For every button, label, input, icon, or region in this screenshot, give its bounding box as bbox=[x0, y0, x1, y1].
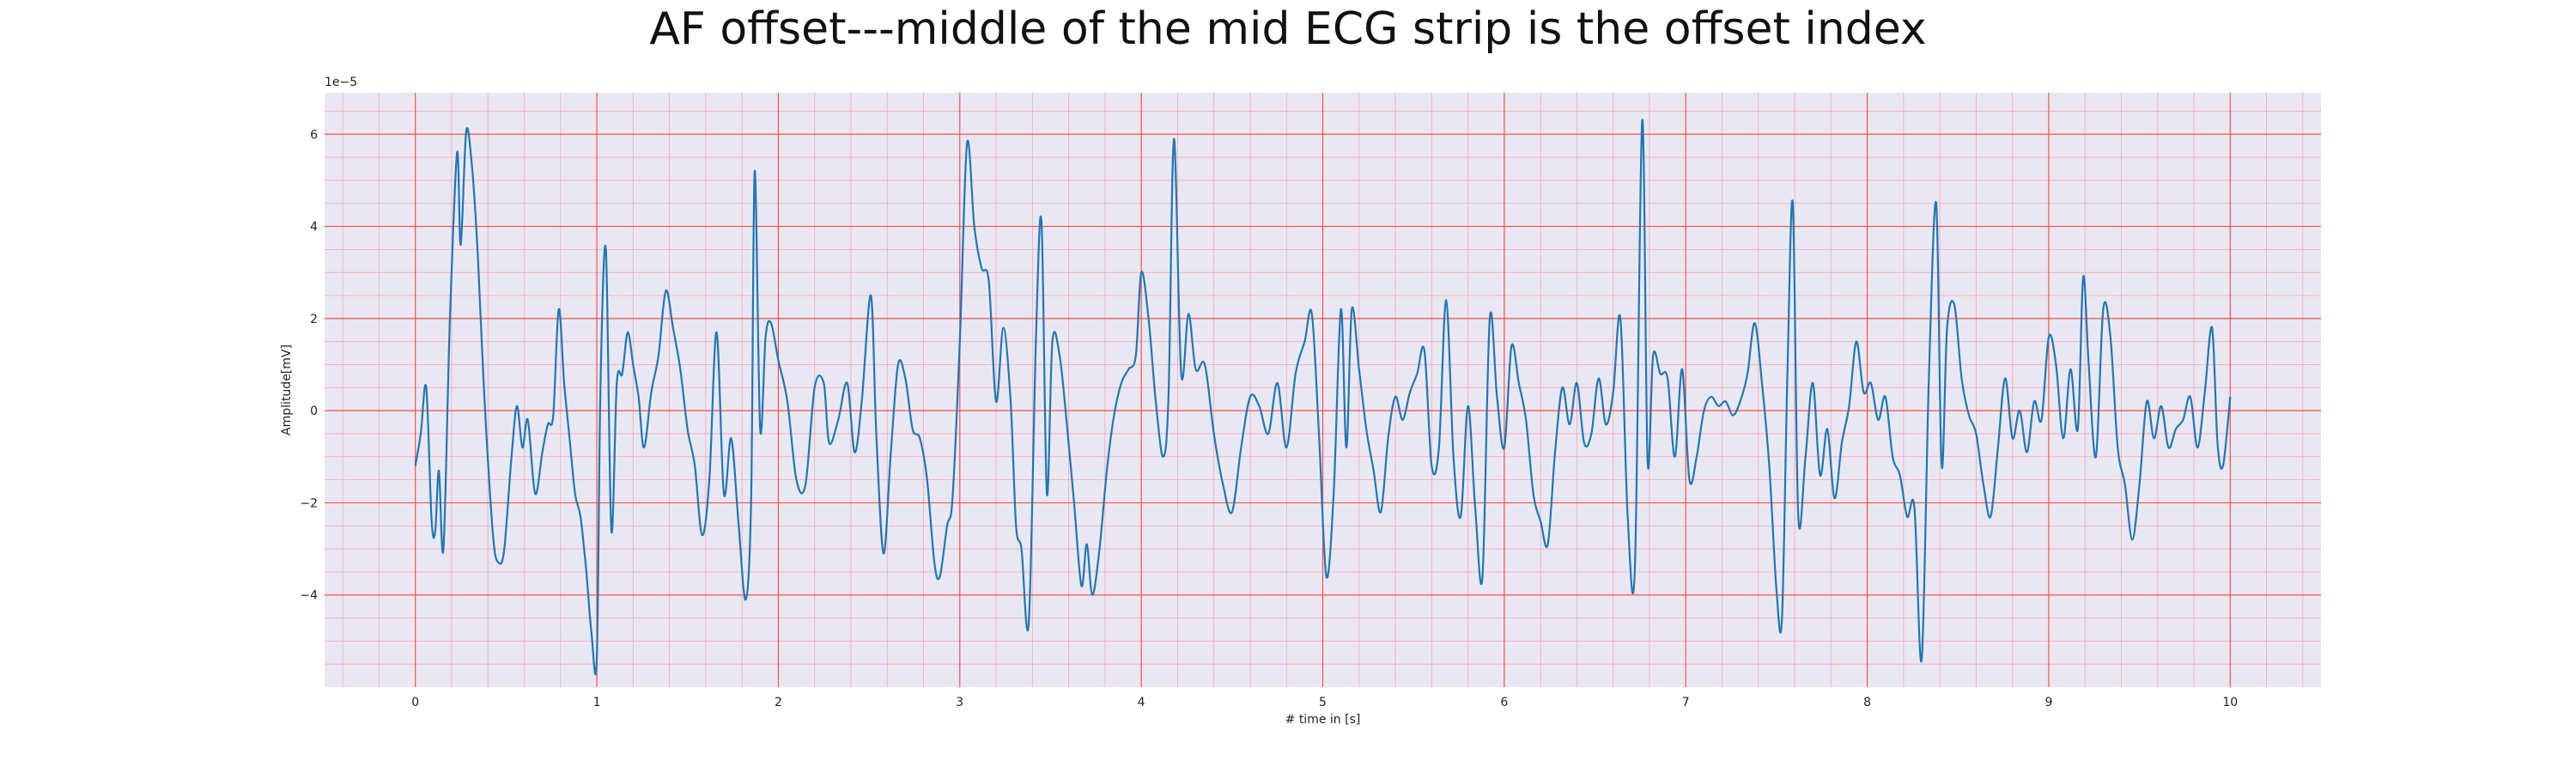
x-tick-label: 10 bbox=[2222, 696, 2238, 709]
x-tick-label: 1 bbox=[593, 696, 601, 709]
y-tick-label: 2 bbox=[310, 313, 318, 326]
y-axis-label: Amplitude[mV] bbox=[280, 344, 294, 435]
x-tick-label: 8 bbox=[1863, 696, 1871, 709]
y-scale-label: 1e−5 bbox=[325, 76, 357, 89]
x-tick-label: 6 bbox=[1500, 696, 1508, 709]
x-tick-label: 4 bbox=[1138, 696, 1145, 709]
x-tick-label: 7 bbox=[1682, 696, 1690, 709]
y-tick-label: 4 bbox=[310, 221, 318, 234]
y-tick-label: −4 bbox=[300, 589, 318, 603]
x-axis-label: # time in [s] bbox=[1285, 713, 1361, 727]
x-tick-labels: 0 1 2 3 4 5 6 7 8 9 10 bbox=[411, 696, 2238, 709]
x-tick-label: 9 bbox=[2044, 696, 2052, 709]
x-tick-label: 3 bbox=[956, 696, 963, 709]
y-tick-label: 6 bbox=[310, 128, 318, 142]
y-tick-label: −2 bbox=[300, 496, 318, 510]
chart-title: AF offset---middle of the mid ECG strip … bbox=[649, 3, 1927, 55]
x-tick-label: 2 bbox=[775, 696, 782, 709]
major-grid bbox=[325, 93, 2321, 687]
y-tick-labels: −4 −2 0 2 4 6 bbox=[300, 128, 318, 602]
x-tick-label: 5 bbox=[1319, 696, 1327, 709]
y-tick-label: 0 bbox=[310, 405, 318, 418]
series-line bbox=[414, 119, 2232, 676]
x-tick-label: 0 bbox=[411, 696, 419, 709]
